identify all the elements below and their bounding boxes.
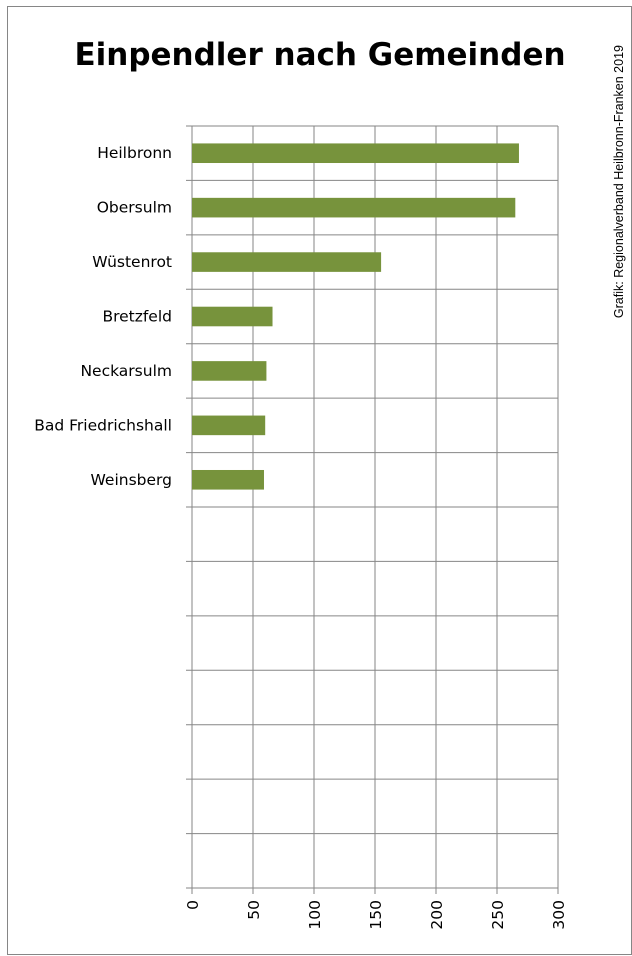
category-label: Neckarsulm (80, 362, 172, 380)
category-label: Obersulm (97, 199, 172, 217)
x-tick-label: 150 (367, 900, 385, 930)
x-tick-label: 250 (489, 900, 507, 930)
bar (192, 306, 273, 327)
category-label: Wüstenrot (92, 253, 172, 271)
category-label: Bretzfeld (102, 308, 172, 326)
x-tick-label: 50 (245, 900, 263, 920)
bar-layer (192, 143, 519, 490)
x-tick-label: 300 (550, 900, 568, 930)
x-tick-label: 0 (184, 900, 202, 910)
bar (192, 415, 266, 436)
x-tick-label: 200 (428, 900, 446, 930)
category-label: Heilbronn (97, 144, 172, 162)
category-label-layer: Heilbronn Obersulm Wüstenrot Bretzfeld Necka… (34, 144, 172, 489)
x-tick-label: 100 (306, 900, 324, 930)
chart-title: Einpendler nach Gemeinden (74, 37, 565, 73)
bar (192, 469, 264, 490)
category-label: Bad Friedrichshall (34, 416, 172, 434)
chart-credit: Grafik: Regionalverband Heilbronn-Franke… (612, 45, 626, 318)
chart-border (7, 6, 632, 955)
category-label: Weinsberg (91, 471, 172, 489)
bar (192, 361, 267, 381)
bar (192, 143, 519, 164)
grid-layer (186, 125, 559, 894)
bar (192, 252, 382, 272)
tick-label-layer: 0 50 100 150 200 250 300 (184, 900, 568, 930)
bar (192, 197, 516, 218)
